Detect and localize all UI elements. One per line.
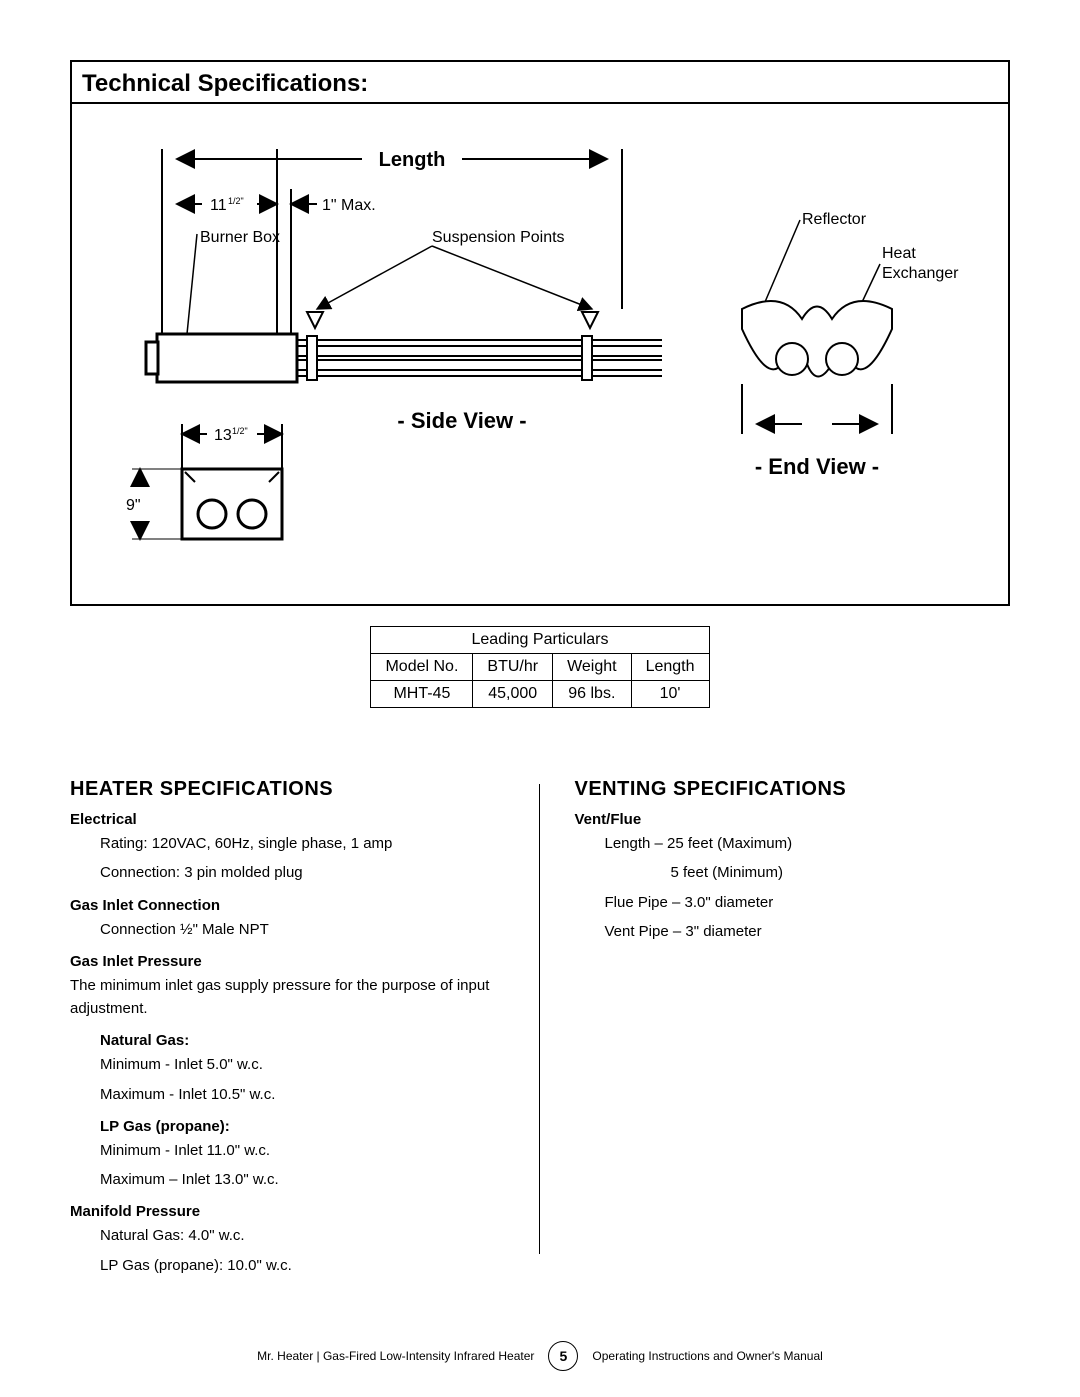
th-btu: BTU/hr xyxy=(473,654,553,681)
natural-gas-label: Natural Gas: xyxy=(100,1032,539,1049)
col-heater: HEATER SPECIFICATIONS Electrical Rating:… xyxy=(70,778,539,1277)
svg-text:Heat: Heat xyxy=(882,245,916,262)
gas-inlet-press-note: The minimum inlet gas supply pressure fo… xyxy=(70,974,539,1021)
venting-title: VENTING SPECIFICATIONS xyxy=(574,778,1010,801)
gas-inlet-press-label: Gas Inlet Pressure xyxy=(70,953,539,970)
svg-text:13: 13 xyxy=(214,427,232,444)
manifold-label: Manifold Pressure xyxy=(70,1203,539,1220)
page-footer: Mr. Heater | Gas-Fired Low-Intensity Inf… xyxy=(0,1341,1080,1371)
svg-text:11: 11 xyxy=(210,197,227,214)
td-weight: 96 lbs. xyxy=(553,681,632,708)
vent-len-max: Length – 25 feet (Maximum) xyxy=(604,832,1010,855)
table-caption: Leading Particulars xyxy=(370,626,709,653)
electrical-connection: Connection: 3 pin molded plug xyxy=(100,861,539,884)
footer-right: Operating Instructions and Owner's Manua… xyxy=(592,1349,822,1363)
svg-text:- End View -: - End View - xyxy=(755,454,879,479)
th-model: Model No. xyxy=(371,654,473,681)
td-model: MHT-45 xyxy=(371,681,473,708)
svg-text:Exchanger: Exchanger xyxy=(882,265,959,282)
vent-pipe: Vent Pipe – 3" diameter xyxy=(604,920,1010,943)
particulars-table: Leading Particulars Model No. BTU/hr Wei… xyxy=(370,626,709,708)
lp-max: Maximum – Inlet 13.0" w.c. xyxy=(100,1168,539,1191)
lp-min: Minimum - Inlet 11.0" w.c. xyxy=(100,1139,539,1162)
manifold-natural: Natural Gas: 4.0" w.c. xyxy=(100,1224,539,1247)
svg-text:Suspension Points: Suspension Points xyxy=(432,229,565,246)
electrical-rating: Rating: 120VAC, 60Hz, single phase, 1 am… xyxy=(100,832,539,855)
natural-max: Maximum - Inlet 10.5" w.c. xyxy=(100,1083,539,1106)
footer-left: Mr. Heater | Gas-Fired Low-Intensity Inf… xyxy=(257,1349,534,1363)
table-row: MHT-45 45,000 96 lbs. 10' xyxy=(371,681,709,708)
table-header-row: Model No. BTU/hr Weight Length xyxy=(371,654,709,681)
diagram-area: Length 11 1/2" 1" Max. Burner Box Suspen… xyxy=(72,104,1008,604)
length-label: Length xyxy=(379,149,446,171)
heater-title: HEATER SPECIFICATIONS xyxy=(70,778,539,801)
lp-gas-label: LP Gas (propane): xyxy=(100,1118,539,1135)
svg-text:9": 9" xyxy=(126,497,141,514)
tech-spec-box: Technical Specifications: Length xyxy=(70,60,1010,606)
col-venting: VENTING SPECIFICATIONS Vent/Flue Length … xyxy=(540,778,1010,1277)
td-btu: 45,000 xyxy=(473,681,553,708)
th-length: Length xyxy=(631,654,709,681)
gas-inlet-conn-label: Gas Inlet Connection xyxy=(70,897,539,914)
td-length: 10' xyxy=(631,681,709,708)
svg-text:1/2": 1/2" xyxy=(232,426,248,436)
electrical-label: Electrical xyxy=(70,811,539,828)
tech-diagram-svg: Length 11 1/2" 1" Max. Burner Box Suspen… xyxy=(102,124,982,584)
manifold-lp: LP Gas (propane): 10.0" w.c. xyxy=(100,1254,539,1277)
tech-spec-title: Technical Specifications: xyxy=(72,62,1008,104)
svg-text:Reflector: Reflector xyxy=(802,211,867,228)
page-number: 5 xyxy=(548,1341,578,1371)
th-weight: Weight xyxy=(553,654,632,681)
svg-text:Burner Box: Burner Box xyxy=(200,229,280,246)
svg-text:1" Max.: 1" Max. xyxy=(322,197,376,214)
svg-text:1/2": 1/2" xyxy=(228,196,244,206)
spec-columns: HEATER SPECIFICATIONS Electrical Rating:… xyxy=(70,778,1010,1277)
svg-text:- Side View -: - Side View - xyxy=(397,408,526,433)
vent-len-min: 5 feet (Minimum) xyxy=(670,861,1010,884)
natural-min: Minimum - Inlet 5.0" w.c. xyxy=(100,1053,539,1076)
vent-flue-label: Vent/Flue xyxy=(574,811,1010,828)
gas-inlet-conn-text: Connection ½" Male NPT xyxy=(100,918,539,941)
vent-flue-pipe: Flue Pipe – 3.0" diameter xyxy=(604,891,1010,914)
